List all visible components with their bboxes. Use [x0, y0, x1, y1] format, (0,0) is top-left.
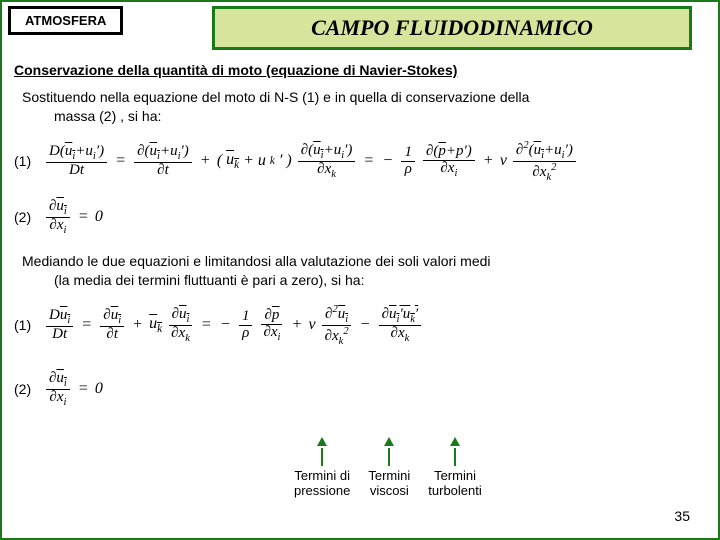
arrow-line: [454, 448, 456, 466]
intro-line2: massa (2) , si ha:: [22, 107, 161, 126]
equation-1: (1) D(ui+ui′) Dt = ∂(ui+ui′) ∂t + (uk+uk…: [14, 140, 706, 183]
page-title: CAMPO FLUIDODINAMICO: [212, 6, 692, 50]
top-label: ATMOSFERA: [8, 6, 123, 35]
arrow-line: [388, 448, 390, 466]
term-labels: Termini di pressione Termini viscosi Ter…: [294, 437, 482, 498]
arrow-line: [321, 448, 323, 466]
arrow-icon: [317, 437, 327, 446]
equation-4: (2) ∂ui ∂xi = 0: [14, 371, 706, 408]
eq3-body: Dui Dt = ∂ui ∂t + uk ∂ui ∂xk = − 1 ρ ∂p …: [44, 304, 423, 347]
eq4-body: ∂ui ∂xi = 0: [44, 371, 103, 408]
label-pressure: Termini di pressione: [294, 437, 350, 498]
mid-paragraph: Mediando le due equazioni e limitandosi …: [22, 252, 698, 290]
eq2-body: ∂ui ∂xi = 0: [44, 199, 103, 236]
mid-line2: (la media dei termini fluttuanti è pari …: [22, 271, 364, 290]
eq2-number: (2): [14, 209, 44, 225]
equation-2: (2) ∂ui ∂xi = 0: [14, 199, 706, 236]
content-area: Conservazione della quantità di moto (eq…: [14, 62, 706, 530]
label-turbulent: Termini turbolenti: [428, 437, 481, 498]
eq1-number: (1): [14, 153, 44, 169]
intro-paragraph: Sostituendo nella equazione del moto di …: [22, 88, 698, 126]
mid-line1: Mediando le due equazioni e limitandosi …: [22, 253, 491, 269]
eq1-body: D(ui+ui′) Dt = ∂(ui+ui′) ∂t + (uk+uk′) ∂…: [44, 140, 578, 183]
equation-3: (1) Dui Dt = ∂ui ∂t + uk ∂ui ∂xk = − 1 ρ: [14, 304, 706, 347]
arrow-icon: [384, 437, 394, 446]
eq3-number: (1): [14, 317, 44, 333]
arrow-icon: [450, 437, 460, 446]
section-heading: Conservazione della quantità di moto (eq…: [14, 62, 706, 78]
eq4-number: (2): [14, 381, 44, 397]
page-number: 35: [674, 508, 690, 524]
label-viscous: Termini viscosi: [368, 437, 410, 498]
intro-line1: Sostituendo nella equazione del moto di …: [22, 89, 529, 105]
